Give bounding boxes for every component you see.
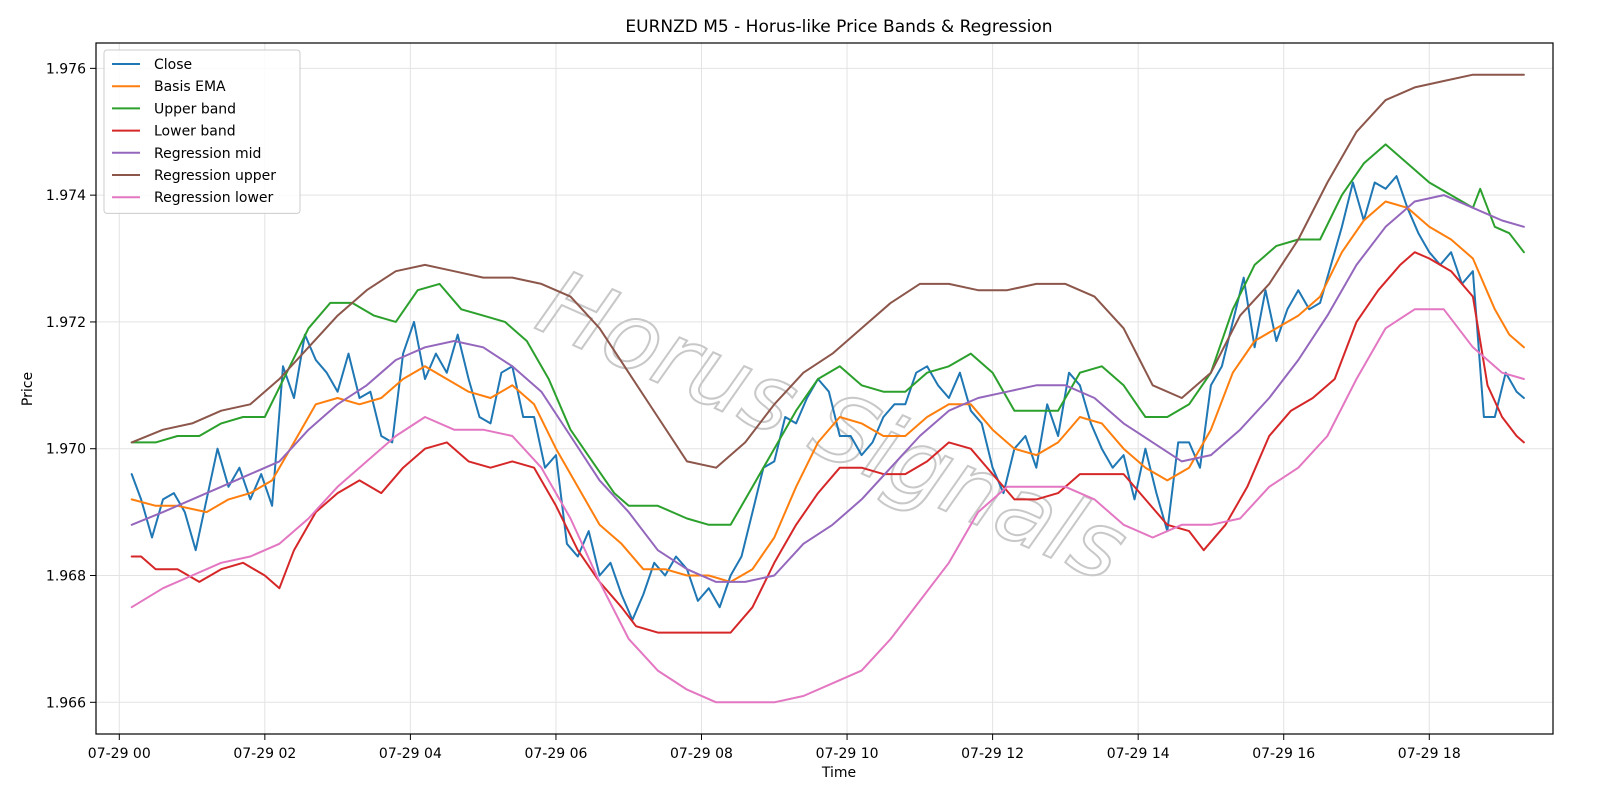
x-tick-label: 07-29 14 xyxy=(1107,746,1170,762)
x-axis-label: Time xyxy=(821,765,856,781)
legend-box xyxy=(103,49,301,214)
x-tick-label: 07-29 06 xyxy=(524,746,587,762)
series-line-lower-band xyxy=(130,251,1525,634)
x-tick-label: 07-29 12 xyxy=(961,746,1024,762)
legend-label-regression-upper: Regression upper xyxy=(154,168,276,184)
y-tick-label: 1.970 xyxy=(46,442,86,458)
grid-lines xyxy=(96,43,1553,734)
legend-label-lower-band: Lower band xyxy=(154,124,236,140)
y-axis-ticks: 1.966 1.968 1.970 1.972 1.974 1.976 xyxy=(46,61,96,711)
legend: Close Basis EMA Upper band Lower band Regres… xyxy=(103,49,301,214)
x-tick-label: 07-29 18 xyxy=(1398,746,1461,762)
legend-label-basis-ema: Basis EMA xyxy=(154,79,226,95)
plot-frame xyxy=(95,42,1554,735)
x-tick-label: 07-29 08 xyxy=(670,746,733,762)
x-tick-label: 07-29 00 xyxy=(88,746,151,762)
x-tick-label: 07-29 04 xyxy=(379,746,442,762)
y-tick-label: 1.972 xyxy=(46,315,86,331)
y-tick-label: 1.974 xyxy=(46,188,86,204)
x-tick-label: 07-29 10 xyxy=(816,746,879,762)
x-tick-label: 07-29 02 xyxy=(233,746,296,762)
x-axis-ticks: 07-29 00 07-29 02 07-29 04 07-29 06 07-29 08… xyxy=(88,734,1461,762)
y-tick-label: 1.976 xyxy=(46,61,86,77)
legend-label-close: Close xyxy=(154,57,192,73)
series-line-basis-ema xyxy=(130,200,1525,583)
series-layer xyxy=(130,73,1525,704)
series-line-regression-upper xyxy=(130,73,1525,469)
chart-title: EURNZD M5 - Horus-like Price Bands & Reg… xyxy=(625,17,1052,37)
series-line-upper-band xyxy=(130,143,1525,526)
series-line-regression-mid xyxy=(130,194,1525,583)
legend-label-upper-band: Upper band xyxy=(154,101,236,117)
y-axis-label: Price xyxy=(20,372,36,406)
x-tick-label: 07-29 16 xyxy=(1252,746,1315,762)
y-tick-label: 1.968 xyxy=(46,569,86,585)
y-tick-label: 1.966 xyxy=(46,695,86,711)
series-line-regression-lower xyxy=(130,308,1525,704)
series-line-close xyxy=(130,175,1525,621)
legend-label-regression-mid: Regression mid xyxy=(154,146,261,162)
legend-label-regression-lower: Regression lower xyxy=(154,190,274,206)
